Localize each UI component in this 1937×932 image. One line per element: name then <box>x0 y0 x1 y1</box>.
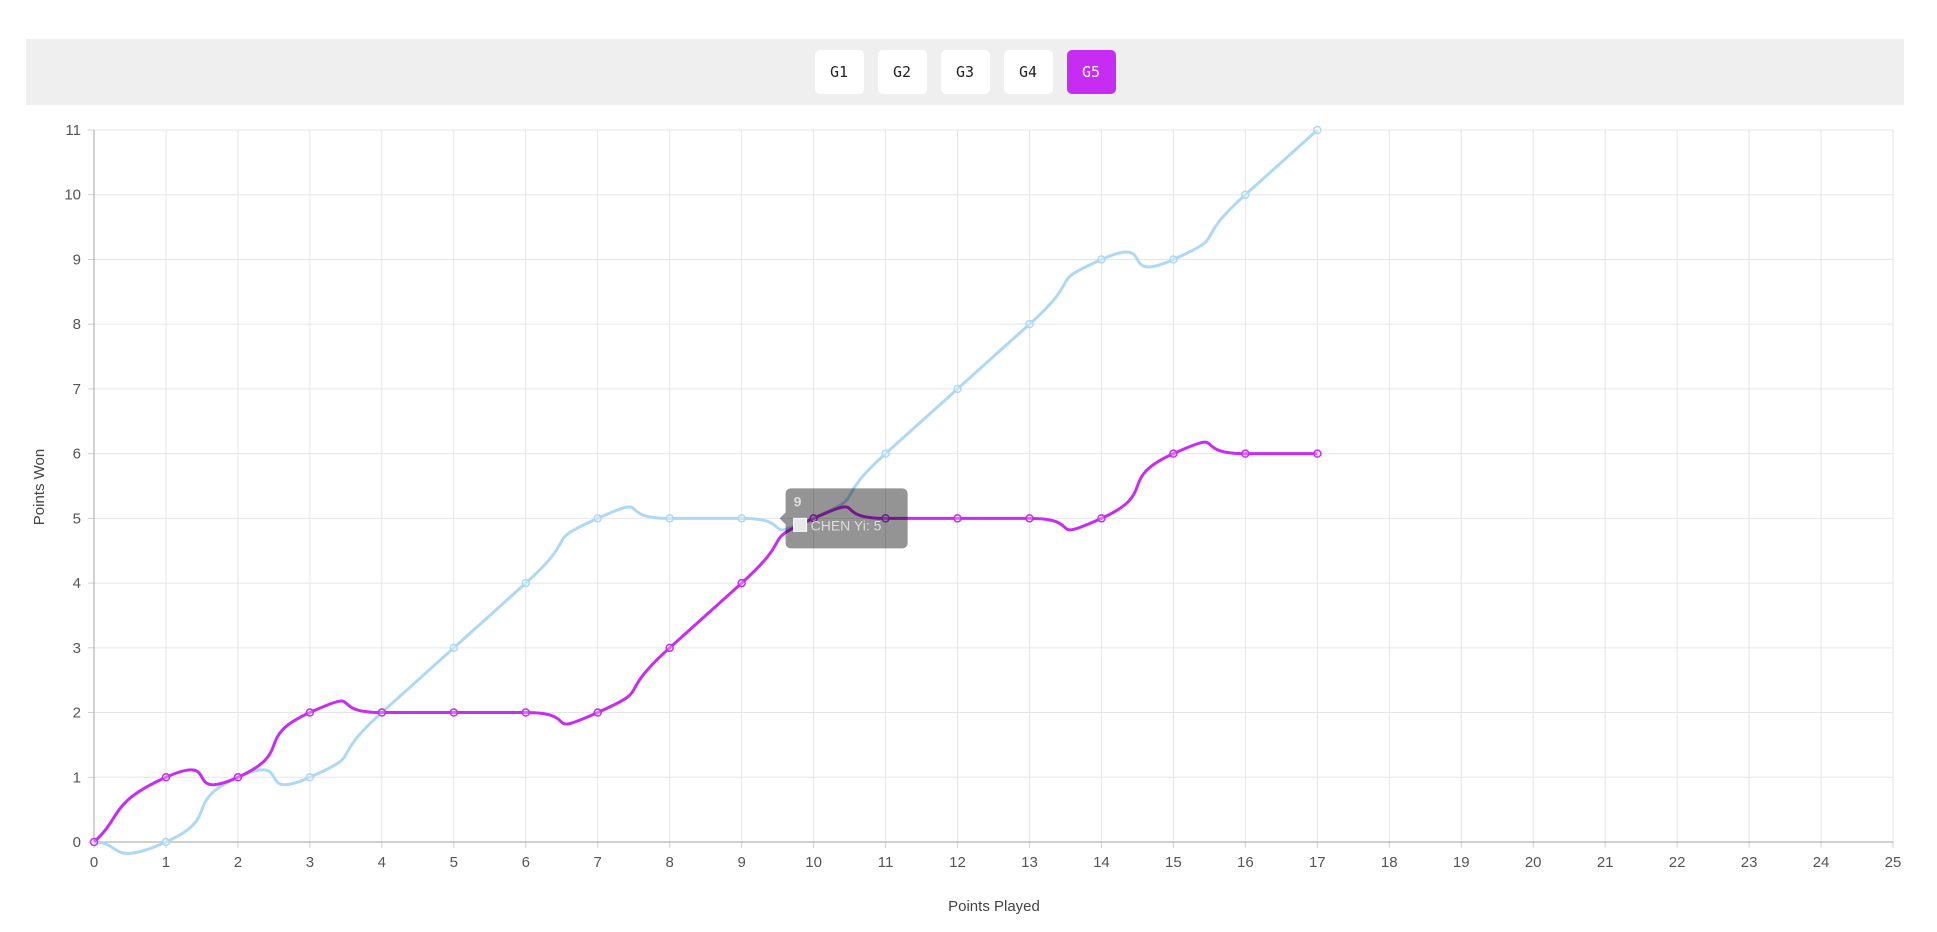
data-point[interactable] <box>1097 255 1106 264</box>
game-tab-g2[interactable]: G2 <box>877 50 927 94</box>
data-point[interactable] <box>737 514 746 523</box>
x-tick-label: 12 <box>949 854 966 871</box>
x-tick-label: 18 <box>1381 854 1398 871</box>
x-axis-title: Points Played <box>948 898 1040 915</box>
data-point[interactable] <box>737 578 746 588</box>
x-tick-label: 10 <box>805 854 822 871</box>
data-point[interactable] <box>1241 190 1250 199</box>
tooltip-title: 9 <box>794 493 802 509</box>
data-point[interactable] <box>665 514 674 523</box>
y-axis-title: Points Won <box>31 449 48 525</box>
x-tick-label: 4 <box>378 854 386 871</box>
tooltip-caret <box>779 512 786 525</box>
y-tick-label: 6 <box>73 446 81 463</box>
data-point[interactable] <box>1097 514 1106 523</box>
data-point[interactable] <box>449 643 459 653</box>
data-point[interactable] <box>953 384 962 394</box>
game-tab-g3[interactable]: G3 <box>940 50 990 94</box>
x-tick-label: 15 <box>1165 854 1182 871</box>
game-tab-bar: G1 G2 G3 G4 G5 <box>26 39 1904 105</box>
tooltip-label: CHEN Yi: 5 <box>811 517 882 533</box>
x-tick-label: 11 <box>878 854 894 871</box>
data-point[interactable] <box>881 514 890 523</box>
data-point[interactable] <box>521 708 531 717</box>
y-tick-label: 8 <box>73 316 81 333</box>
y-tick-label: 1 <box>73 769 81 786</box>
series-2 <box>89 440 1322 847</box>
data-point[interactable] <box>1313 449 1322 458</box>
x-tick-label: 25 <box>1885 854 1902 871</box>
x-tick-label: 3 <box>306 854 314 871</box>
data-point[interactable] <box>1025 514 1034 523</box>
x-tick-label: 6 <box>522 854 530 871</box>
x-tick-label: 21 <box>1597 854 1614 871</box>
data-point[interactable] <box>89 837 99 847</box>
x-tick-label: 1 <box>162 854 170 871</box>
tick-labels: 0 1 2 3 4 5 6 7 8 9 10 11 12 13 14 15 16 17 18 19 20 21 22 23 24… <box>64 122 1901 871</box>
y-tick-label: 5 <box>73 510 81 527</box>
chart-tooltip: 9 CHEN Yi: 5 <box>779 488 908 549</box>
axes <box>88 129 1894 848</box>
tooltip-box <box>785 488 908 549</box>
y-tick-label: 2 <box>73 705 81 722</box>
x-tick-label: 5 <box>450 854 458 871</box>
x-tick-label: 23 <box>1741 854 1758 871</box>
y-tick-label: 0 <box>73 834 81 851</box>
data-point[interactable] <box>1169 255 1178 264</box>
x-tick-label: 8 <box>666 854 674 871</box>
x-tick-label: 22 <box>1669 854 1686 871</box>
data-point[interactable] <box>1025 319 1034 329</box>
data-point[interactable] <box>305 773 315 782</box>
tooltip-swatch <box>793 517 808 532</box>
series-line <box>92 440 1318 844</box>
y-tick-label: 4 <box>73 575 81 592</box>
data-point[interactable] <box>593 514 602 523</box>
data-point[interactable] <box>233 773 243 782</box>
y-tick-label: 3 <box>73 640 81 657</box>
data-point[interactable] <box>377 708 387 717</box>
data-point[interactable] <box>665 643 674 653</box>
game-tab-g5[interactable]: G5 <box>1066 50 1116 94</box>
data-point[interactable] <box>809 514 818 523</box>
game-tab-g4[interactable]: G4 <box>1003 50 1053 94</box>
x-tick-label: 7 <box>594 854 602 871</box>
data-point[interactable] <box>1169 449 1178 458</box>
data-point[interactable] <box>881 449 890 458</box>
y-tick-label: 9 <box>73 251 81 268</box>
data-point[interactable] <box>593 708 602 717</box>
x-tick-label: 17 <box>1309 854 1326 871</box>
data-point[interactable] <box>521 578 531 588</box>
series-line <box>93 128 1319 856</box>
y-tick-label: 11 <box>65 122 81 139</box>
data-point[interactable] <box>161 837 171 847</box>
y-tick-label: 7 <box>73 381 81 398</box>
series-layer <box>89 125 1322 856</box>
grid-lines <box>93 129 1894 843</box>
x-tick-label: 0 <box>90 854 98 871</box>
x-tick-label: 20 <box>1525 854 1542 871</box>
data-point[interactable] <box>305 708 315 717</box>
game-tab-g1[interactable]: G1 <box>814 50 864 94</box>
data-point[interactable] <box>1313 125 1322 135</box>
y-tick-label: 10 <box>64 187 81 204</box>
x-tick-label: 2 <box>234 854 242 871</box>
x-tick-label: 24 <box>1813 854 1830 871</box>
x-tick-label: 9 <box>737 854 745 871</box>
x-tick-label: 19 <box>1453 854 1470 871</box>
data-point[interactable] <box>161 773 171 782</box>
x-tick-label: 14 <box>1093 854 1110 871</box>
x-tick-label: 13 <box>1021 854 1038 871</box>
data-point[interactable] <box>1241 449 1250 458</box>
data-point[interactable] <box>449 708 459 717</box>
x-tick-label: 16 <box>1237 854 1254 871</box>
data-point[interactable] <box>953 514 962 523</box>
